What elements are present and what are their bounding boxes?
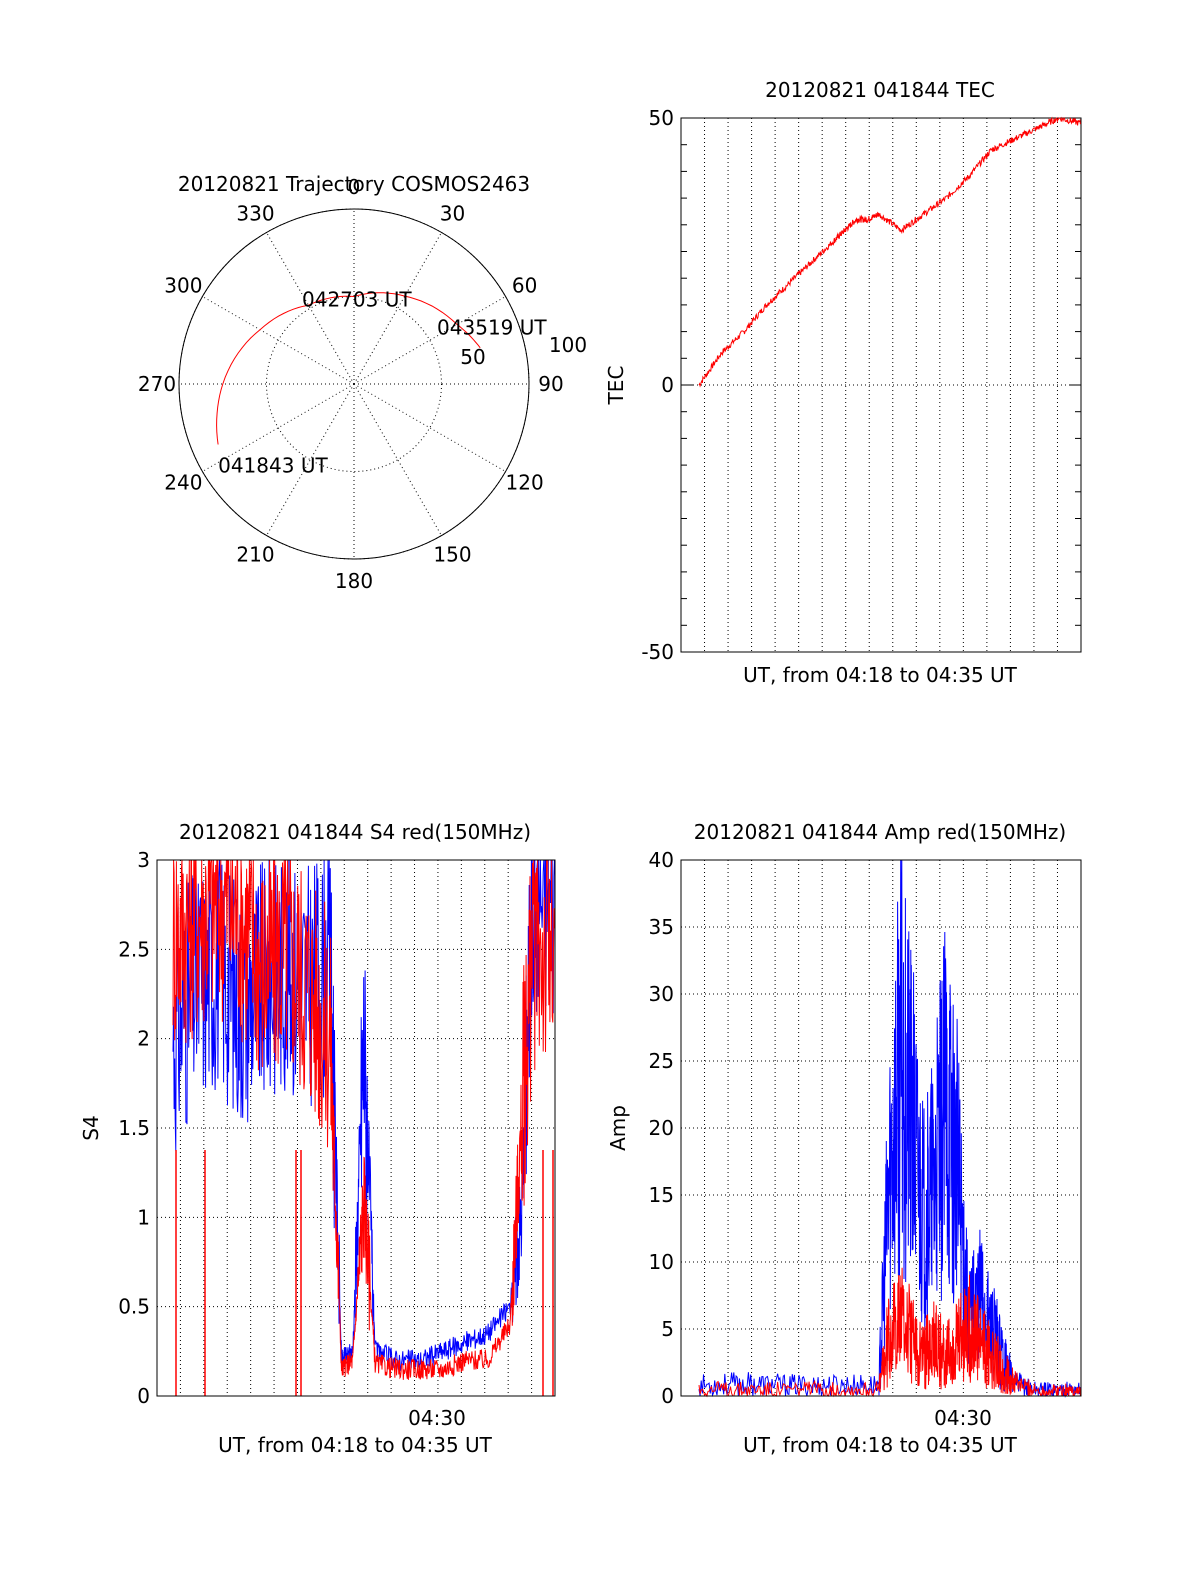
s4-y-label: S4 xyxy=(79,1115,103,1140)
y-tick-label: 1.5 xyxy=(118,1116,150,1140)
polar-spoke-150 xyxy=(353,383,442,536)
y-tick-label: 0 xyxy=(661,1384,674,1408)
amp-series-line-blue xyxy=(698,859,1081,1398)
y-tick-label: 15 xyxy=(649,1183,674,1207)
s4-series-line-blue xyxy=(172,859,555,1371)
y-tick-label: 5 xyxy=(661,1317,674,1341)
s4-plot-frame xyxy=(156,859,556,1397)
trajectory-time-label: 041843 UT xyxy=(218,454,328,478)
polar-radius-labels: 50 100 xyxy=(460,333,587,369)
amp-x-tick-label: 04:30 xyxy=(934,1406,992,1430)
trajectory-time-label: 043519 UT xyxy=(437,316,547,340)
polar-angle-label: 60 xyxy=(512,274,537,298)
s4-series xyxy=(172,859,555,1396)
y-tick-label: 3 xyxy=(137,848,150,872)
polar-title: 20120821 Trajectory COSMOS2463 xyxy=(178,172,530,196)
amp-plot: 20120821 041844 Amp red(150MHz) 40 35 30 25… xyxy=(606,820,1082,1457)
amp-series xyxy=(698,859,1081,1398)
y-tick-label: 1 xyxy=(137,1205,150,1229)
polar-angle-label: 180 xyxy=(335,569,373,593)
y-tick-label: 25 xyxy=(649,1049,674,1073)
s4-series-line-red xyxy=(172,859,555,1380)
y-tick-label: 50 xyxy=(649,106,674,130)
amp-plot-frame xyxy=(680,859,1082,1397)
polar-angle-label: 0 xyxy=(348,175,361,199)
polar-angle-label: 30 xyxy=(440,201,465,225)
y-tick-label: 40 xyxy=(649,848,674,872)
y-tick-label: 10 xyxy=(649,1250,674,1274)
tec-plot: 20120821 041844 TEC 50 0 -50 TEC UT, from … xyxy=(604,78,1082,687)
s4-x-tick-label: 04:30 xyxy=(408,1406,466,1430)
polar-angle-label: 90 xyxy=(538,372,563,396)
tec-y-tick-labels: 50 0 -50 xyxy=(641,106,674,664)
tec-x-label: UT, from 04:18 to 04:35 UT xyxy=(743,663,1018,687)
y-tick-label: 30 xyxy=(649,982,674,1006)
y-tick-label: 35 xyxy=(649,915,674,939)
s4-plot: 20120821 041844 S4 red(150MHz) 3 2.5 2 1.5 1… xyxy=(79,820,556,1457)
polar-angle-label: 240 xyxy=(164,471,202,495)
tec-title: 20120821 041844 TEC xyxy=(765,78,995,102)
y-tick-label: 0 xyxy=(137,1384,150,1408)
y-tick-label: 20 xyxy=(649,1116,674,1140)
polar-angle-label: 300 xyxy=(164,274,202,298)
polar-angle-label: 120 xyxy=(506,471,544,495)
polar-grid xyxy=(178,208,530,560)
s4-x-label: UT, from 04:18 to 04:35 UT xyxy=(218,1433,493,1457)
y-tick-label: 2.5 xyxy=(118,937,150,961)
y-tick-label: 0.5 xyxy=(118,1295,150,1319)
amp-y-tick-labels: 40 35 30 25 20 15 10 5 0 xyxy=(649,848,674,1408)
tec-series xyxy=(698,116,1081,388)
polar-angle-label: 210 xyxy=(236,543,274,567)
amp-title: 20120821 041844 Amp red(150MHz) xyxy=(694,820,1066,844)
trajectory-time-labels: 041843 UT 042703 UT 043519 UT xyxy=(218,288,547,478)
y-tick-label: 2 xyxy=(137,1027,150,1051)
amp-y-label: Amp xyxy=(606,1105,630,1151)
polar-angle-labels: 0 30 60 90 120 150 180 210 240 270 300 330 xyxy=(138,175,564,593)
tec-y-label: TEC xyxy=(604,366,628,406)
polar-ring-50 xyxy=(266,296,442,472)
polar-radius-label: 50 xyxy=(460,345,485,369)
amp-series-line-red xyxy=(698,1267,1081,1398)
tec-series-line xyxy=(698,116,1081,388)
polar-radius-label: 100 xyxy=(549,333,587,357)
polar-spoke-120 xyxy=(353,383,506,472)
polar-trajectory-plot: 20120821 Trajectory COSMOS2463 0 30 60 90 12… xyxy=(138,172,587,593)
s4-y-tick-labels: 3 2.5 2 1.5 1 0.5 0 xyxy=(118,848,150,1408)
tec-plot-frame xyxy=(680,117,1082,653)
tec-grid xyxy=(681,117,1081,653)
trajectory-time-label: 042703 UT xyxy=(302,288,412,312)
y-tick-label: -50 xyxy=(641,640,674,664)
s4-title: 20120821 041844 S4 red(150MHz) xyxy=(179,820,531,844)
polar-outer-ring xyxy=(178,208,530,560)
amp-x-label: UT, from 04:18 to 04:35 UT xyxy=(743,1433,1018,1457)
polar-angle-label: 270 xyxy=(138,372,176,396)
polar-angle-label: 150 xyxy=(433,543,471,567)
y-tick-label: 0 xyxy=(661,373,674,397)
trajectory-path xyxy=(216,292,481,445)
polar-angle-label: 330 xyxy=(236,201,274,225)
amp-grid xyxy=(681,860,1081,1396)
